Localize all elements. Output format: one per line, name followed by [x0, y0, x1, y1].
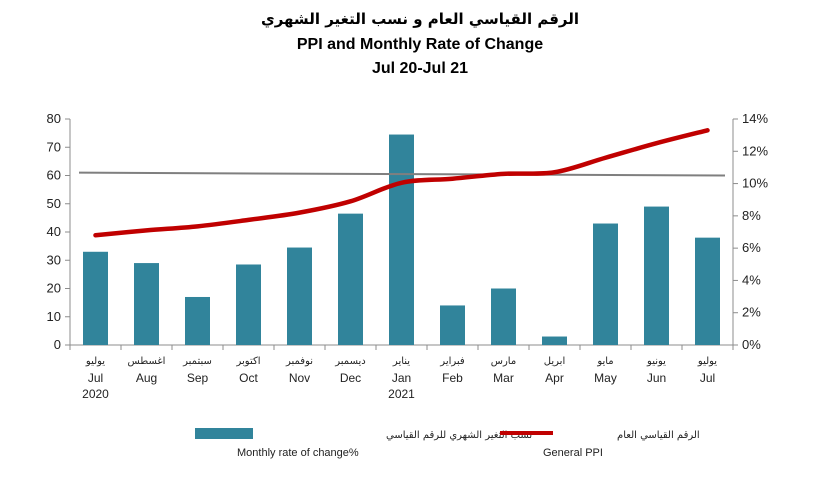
category-label: Jul — [700, 371, 715, 385]
left-tick-label: 30 — [47, 252, 61, 267]
category-label-arabic: يونيو — [646, 356, 666, 367]
bar — [83, 251, 108, 345]
right-tick-label: 12% — [742, 143, 768, 158]
legend-bar-label-arabic: نسب التغير الشهري للرقم القياسي — [386, 430, 532, 441]
ppi-line — [93, 128, 710, 238]
category-label-arabic: اغسطس — [128, 356, 166, 367]
bar — [236, 264, 261, 345]
bar — [287, 247, 312, 345]
legend-line-label: General PPI — [543, 447, 603, 459]
year-label: 2021 — [388, 387, 415, 401]
left-tick-label: 20 — [47, 281, 61, 296]
category-label-arabic: يوليو — [85, 356, 105, 367]
bar — [542, 336, 567, 345]
right-tick-label: 14% — [742, 111, 768, 126]
category-label-arabic: مارس — [491, 356, 516, 367]
right-tick-label: 6% — [742, 240, 761, 255]
left-tick-label: 40 — [47, 224, 61, 239]
chart-title: PPI and Monthly Rate of Change — [297, 36, 543, 53]
right-tick-label: 0% — [742, 337, 761, 352]
bar — [389, 134, 414, 345]
bar — [338, 213, 363, 345]
left-tick-label: 70 — [47, 139, 61, 154]
bar — [440, 305, 465, 345]
right-tick-label: 2% — [742, 305, 761, 320]
left-tick-label: 10 — [47, 309, 61, 324]
right-tick-label: 10% — [742, 176, 768, 191]
category-label-arabic: فبراير — [439, 356, 465, 367]
legend-line-label-arabic: الرقم القياسي العام — [617, 430, 700, 441]
category-label: Dec — [340, 371, 361, 385]
trendline — [78, 171, 726, 177]
line-series — [93, 128, 710, 238]
right-tick-label: 8% — [742, 208, 761, 223]
category-label-arabic: يناير — [392, 356, 410, 367]
category-label-arabic: نوفمبر — [285, 356, 313, 367]
category-label: Jul — [88, 371, 103, 385]
legend-bar-swatch — [195, 428, 253, 439]
bar — [185, 296, 210, 345]
category-label: Oct — [239, 371, 258, 385]
category-label-arabic: ابريل — [544, 356, 565, 367]
bar-series — [83, 134, 720, 345]
category-label-arabic: مايو — [596, 356, 613, 367]
left-tick-label: 50 — [47, 196, 61, 211]
category-label: May — [594, 371, 617, 385]
right-tick-label: 4% — [742, 272, 761, 287]
category-label-arabic: يوليو — [697, 356, 717, 367]
right-y-axis: 0% 2% 4% 6% 8% 10% 12% 14% — [732, 111, 768, 352]
bar — [644, 206, 669, 345]
category-label: Sep — [187, 371, 209, 385]
x-axis-categories: يوليو Jul اغسطس Aug سبتمبر Sep اكتوبر Oct نوفمبر… — [82, 356, 717, 401]
left-tick-label: 80 — [47, 111, 61, 126]
year-label: 2020 — [82, 387, 109, 401]
left-tick-label: 60 — [47, 168, 61, 183]
bar — [491, 288, 516, 345]
category-label-arabic: سبتمبر — [182, 356, 212, 367]
category-label: Feb — [442, 371, 463, 385]
category-label-arabic: اكتوبر — [235, 356, 260, 367]
legend-bar-label: Monthly rate of change% — [237, 447, 359, 459]
bar — [695, 237, 720, 345]
category-label-arabic: ديسمبر — [334, 356, 365, 367]
bar — [134, 263, 159, 345]
chart-title-arabic: الرقم القياسي العام و نسب التغير الشهري — [261, 10, 579, 29]
category-label: Jun — [647, 371, 666, 385]
chart-subtitle: Jul 20-Jul 21 — [372, 60, 468, 77]
category-label: Apr — [545, 371, 564, 385]
bar — [593, 223, 618, 345]
category-label: Mar — [493, 371, 514, 385]
legend: نسب التغير الشهري للرقم القياسي Monthly … — [195, 428, 700, 459]
category-label: Nov — [289, 371, 310, 385]
category-label: Jan — [392, 371, 411, 385]
category-label: Aug — [136, 371, 157, 385]
left-tick-label: 0 — [54, 337, 61, 352]
trendline-path — [78, 171, 726, 177]
